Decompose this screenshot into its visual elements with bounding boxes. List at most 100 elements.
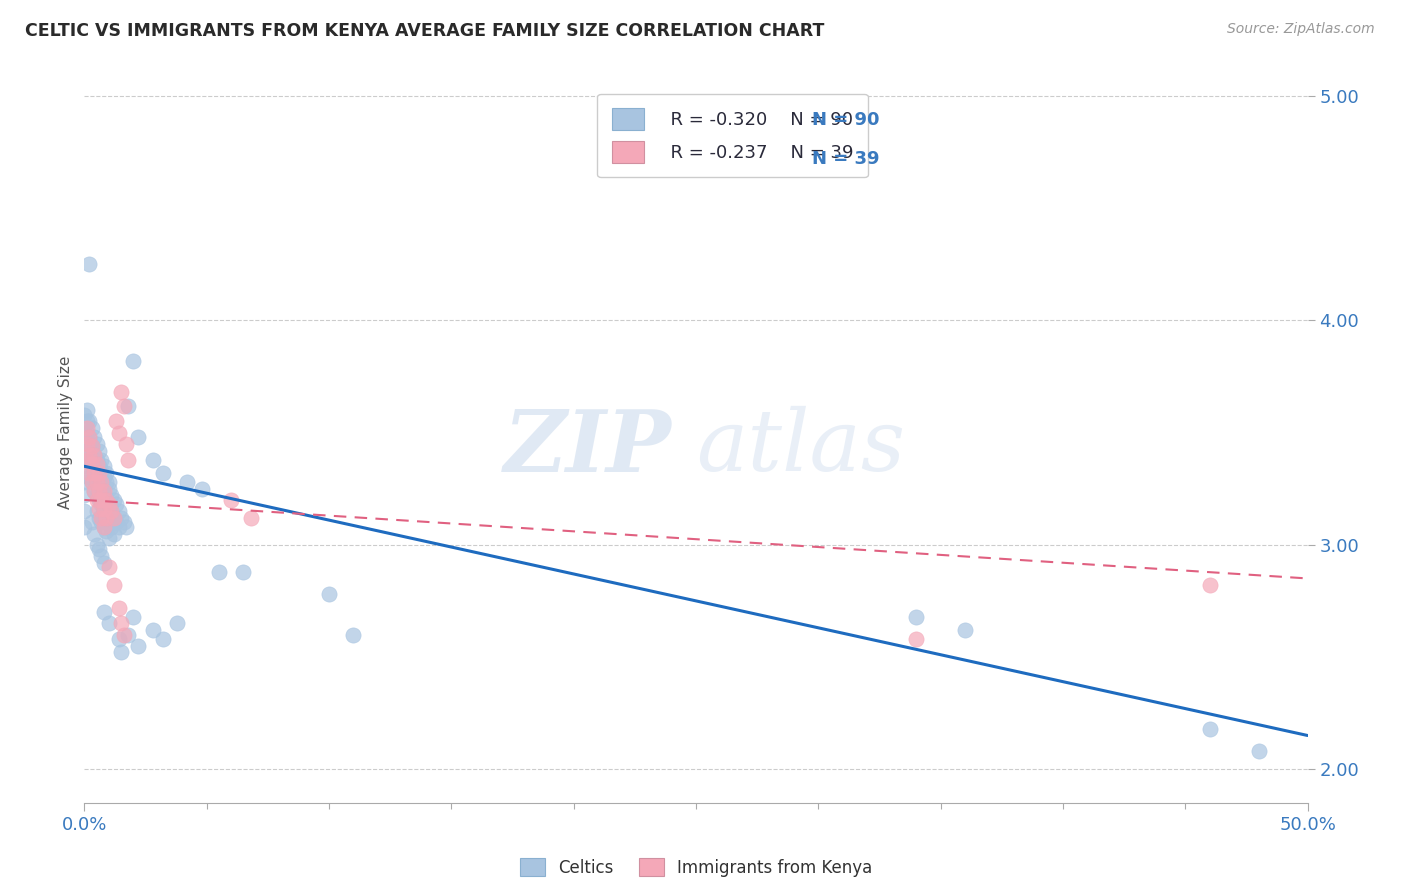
Point [86,437,108,451]
Point [83,430,105,444]
Point [103,492,125,507]
Point [80,516,103,530]
Point [93,459,115,474]
Point [90,475,112,489]
Point [83,448,105,462]
Point [100,504,122,518]
Point [142,623,165,637]
Point [77,257,100,271]
Point [142,452,165,467]
Point [86,470,108,484]
Point [96,511,118,525]
Point [93,483,115,498]
Point [122,354,145,368]
Point [1247,744,1270,758]
Point [103,511,125,525]
Point [110,645,132,659]
Point [191,482,214,496]
Point [73,443,96,458]
Point [90,492,112,507]
Point [87,483,110,498]
Point [96,475,118,489]
Point [93,605,115,619]
Point [122,609,145,624]
Point [83,466,105,480]
Point [76,443,98,458]
Point [107,632,129,646]
Point [232,565,254,579]
Point [90,549,112,563]
Point [342,627,364,641]
Point [90,497,112,511]
Point [80,421,103,435]
Point [83,483,105,498]
Point [1198,722,1220,736]
Point [87,542,110,557]
Point [318,587,340,601]
Point [73,408,96,422]
Point [87,443,110,458]
Text: CELTIC VS IMMIGRANTS FROM KENYA AVERAGE FAMILY SIZE CORRELATION CHART: CELTIC VS IMMIGRANTS FROM KENYA AVERAGE … [25,22,825,40]
Point [1198,578,1220,592]
Point [110,511,132,525]
Point [112,399,135,413]
Point [86,492,108,507]
Point [86,504,108,518]
Point [93,556,115,570]
Text: Source: ZipAtlas.com: Source: ZipAtlas.com [1227,22,1375,37]
Point [97,560,120,574]
Point [953,623,976,637]
Point [77,414,100,428]
Point [107,520,129,534]
Point [93,520,115,534]
Point [87,459,110,474]
Text: N = 39: N = 39 [811,151,879,169]
Point [905,632,928,646]
Text: ZIP: ZIP [503,406,672,489]
Point [76,414,98,428]
Text: atlas: atlas [696,406,905,489]
Point [127,430,149,444]
Point [90,482,112,496]
Point [112,516,135,530]
Point [93,504,115,518]
Point [103,511,125,525]
Point [73,425,96,440]
Point [86,457,108,471]
Point [208,565,231,579]
Point [83,526,105,541]
Legend: Celtics, Immigrants from Kenya: Celtics, Immigrants from Kenya [513,852,879,883]
Point [80,459,103,474]
Point [117,452,139,467]
Point [87,477,110,491]
Point [83,466,105,480]
Point [86,488,108,502]
Point [97,516,120,530]
Point [87,502,110,516]
Point [87,492,110,507]
Point [83,483,105,498]
Point [80,457,103,471]
Point [115,520,138,534]
Point [76,403,98,417]
Point [152,632,174,646]
Point [97,531,120,545]
Point [103,526,125,541]
Point [90,452,112,467]
Point [152,466,174,480]
Point [112,627,135,641]
Point [176,475,198,489]
Point [93,488,115,502]
Point [90,464,112,478]
Point [219,492,242,507]
Point [86,538,108,552]
Point [117,627,139,641]
Point [93,470,115,484]
Point [97,475,120,489]
Point [100,504,122,518]
Point [110,616,132,631]
Point [105,497,128,511]
Point [97,497,120,511]
Point [73,488,96,502]
Point [73,459,96,474]
